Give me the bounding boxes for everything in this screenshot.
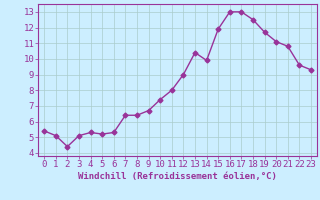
- X-axis label: Windchill (Refroidissement éolien,°C): Windchill (Refroidissement éolien,°C): [78, 172, 277, 181]
